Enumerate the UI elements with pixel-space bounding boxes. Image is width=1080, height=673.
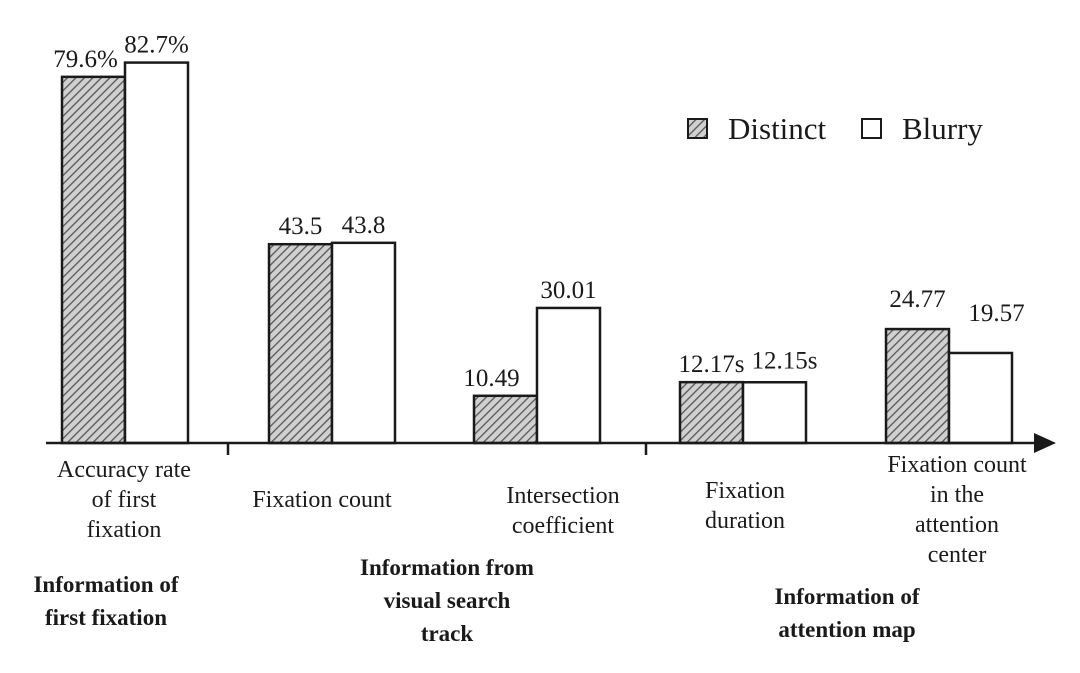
data-label-distinct-2: 10.49	[463, 365, 519, 392]
group-label-0-line-1: first fixation	[45, 605, 167, 630]
data-label-distinct-0: 79.6%	[53, 46, 118, 73]
category-label-0-line-0: Accuracy rate	[57, 457, 191, 483]
category-label-4-line-1: in the	[930, 482, 984, 508]
group-label-0-line-0: Information of	[33, 572, 178, 597]
category-label-4-line-3: center	[928, 542, 987, 568]
category-label-4-line-2: attention	[915, 512, 999, 538]
category-label-0-line-2: fixation	[87, 517, 162, 543]
group-label-2-line-1: attention map	[778, 617, 915, 642]
data-label-distinct-1: 43.5	[279, 213, 323, 240]
group-label-1-line-0: Information from	[360, 555, 534, 580]
category-label-2-line-1: coefficient	[512, 513, 614, 539]
data-label-blurry-0: 82.7%	[124, 32, 189, 59]
bar-distinct-1	[267, 242, 334, 445]
bar-blurry-3	[741, 381, 808, 445]
category-label-3-line-0: Fixation	[705, 478, 785, 504]
data-label-blurry-4: 19.57	[968, 300, 1024, 327]
group-label-2-line-0: Information of	[774, 584, 919, 609]
bar-distinct-2	[472, 394, 539, 445]
legend-swatch-blurry	[861, 118, 882, 139]
data-label-distinct-4: 24.77	[889, 286, 945, 313]
legend-label-distinct: Distinct	[728, 111, 827, 146]
x-axis-arrow	[1034, 433, 1056, 453]
data-label-blurry-3: 12.15s	[752, 347, 818, 374]
data-label-distinct-3: 12.17s	[679, 351, 745, 378]
legend-swatch-distinct	[687, 118, 708, 139]
bar-distinct-4	[884, 327, 951, 445]
category-label-2-line-0: Intersection	[506, 483, 619, 509]
bar-blurry-4	[947, 351, 1014, 445]
category-label-4-line-0: Fixation count	[887, 452, 1027, 478]
category-label-3-line-1: duration	[705, 508, 785, 534]
category-label-1-line-0: Fixation count	[252, 487, 392, 513]
bar-blurry-0	[123, 61, 190, 445]
category-label-0-line-1: of first	[92, 487, 157, 513]
group-label-1-line-1: visual search	[384, 588, 511, 613]
bar-distinct-0	[60, 75, 127, 445]
legend-label-blurry: Blurry	[902, 111, 983, 146]
group-label-1-line-2: track	[421, 621, 474, 646]
bar-distinct-3	[678, 380, 745, 445]
data-label-blurry-2: 30.01	[540, 277, 596, 304]
bar-blurry-2	[535, 306, 602, 445]
bar-blurry-1	[330, 241, 397, 445]
data-label-blurry-1: 43.8	[342, 212, 386, 239]
